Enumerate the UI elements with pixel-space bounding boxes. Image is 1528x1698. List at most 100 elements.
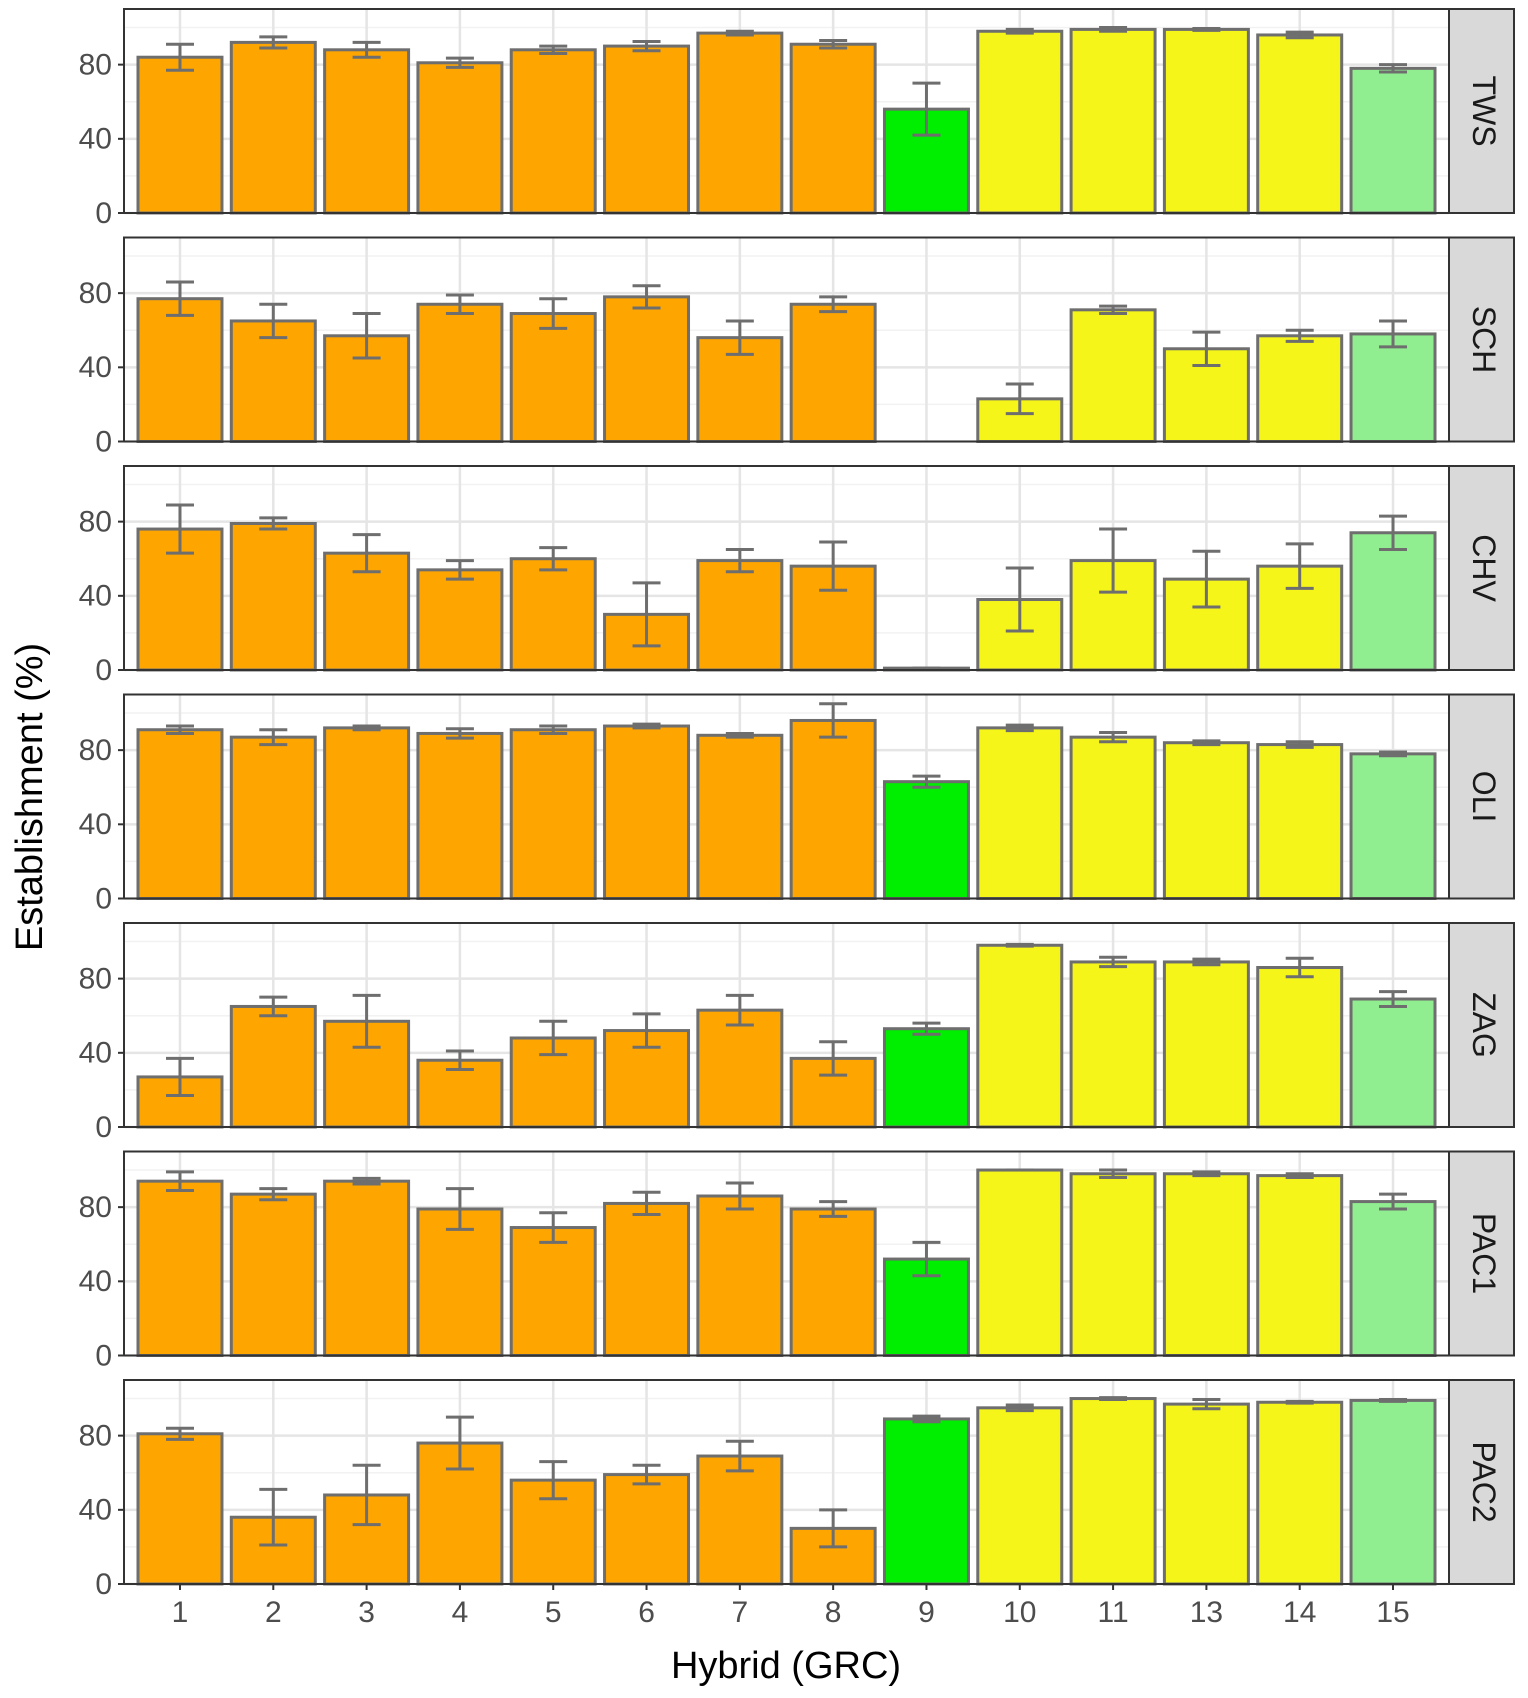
- y-tick-label: 80: [79, 963, 112, 996]
- error-bar-line: [352, 40, 381, 59]
- error-bar-line: [539, 44, 568, 56]
- bar: [1349, 531, 1437, 672]
- y-tick-label: 40: [79, 580, 112, 613]
- error-bar-line: [165, 724, 194, 735]
- error-bar: [1005, 1403, 1034, 1413]
- error-bar-line: [1379, 1192, 1408, 1211]
- bar: [696, 559, 784, 672]
- bar: [1162, 27, 1250, 215]
- error-bar: [165, 1170, 194, 1192]
- error-bar: [1285, 328, 1314, 343]
- x-tick-label: 8: [825, 1596, 842, 1629]
- error-bar: [1379, 319, 1408, 349]
- bar: [509, 312, 597, 444]
- error-bar-line: [165, 503, 194, 555]
- bar: [1162, 1402, 1250, 1586]
- y-tick-label: 0: [95, 654, 112, 687]
- bar: [1069, 27, 1157, 215]
- error-bar: [725, 1181, 754, 1211]
- error-bar-line: [539, 297, 568, 330]
- bar: [696, 1008, 784, 1129]
- x-tick-label: 7: [732, 1596, 749, 1629]
- error-bar-line: [1192, 957, 1221, 967]
- error-bar: [352, 724, 381, 732]
- error-bar-line: [819, 1200, 848, 1218]
- y-tick-label: 40: [79, 1265, 112, 1298]
- bar: [509, 48, 597, 215]
- error-bar: [1005, 723, 1034, 733]
- strip-label: CHV: [1466, 534, 1502, 602]
- error-bar: [1099, 731, 1128, 744]
- bar: [1256, 33, 1344, 215]
- bar: [1069, 735, 1157, 900]
- error-bar-line: [1099, 527, 1128, 594]
- bar: [1256, 966, 1344, 1129]
- error-bar: [1285, 1399, 1314, 1405]
- error-bar-line: [1379, 1397, 1408, 1403]
- bar: [229, 1192, 317, 1357]
- y-tick-label: 80: [79, 1420, 112, 1453]
- error-bar: [632, 284, 661, 310]
- x-tick-label: 9: [918, 1596, 935, 1629]
- y-tick-label: 40: [79, 808, 112, 841]
- error-bar-line: [352, 533, 381, 574]
- error-bar-line: [725, 1439, 754, 1473]
- error-bar-line: [725, 319, 754, 356]
- y-tick-label: 0: [95, 882, 112, 915]
- error-bar-line: [539, 1211, 568, 1244]
- error-bar: [725, 29, 754, 37]
- error-bar-line: [912, 81, 941, 137]
- error-bar: [819, 1040, 848, 1077]
- error-bar: [1099, 955, 1128, 969]
- bar: [1256, 334, 1344, 444]
- strip: [1448, 1379, 1515, 1585]
- bar: [882, 780, 970, 900]
- bar: [789, 42, 877, 215]
- error-bar-line: [1379, 990, 1408, 1008]
- error-bar-line: [1285, 542, 1314, 590]
- error-bar: [819, 1200, 848, 1218]
- error-bar-line: [259, 302, 288, 340]
- error-bar-line: [1379, 750, 1408, 758]
- error-bar-line: [632, 722, 661, 730]
- error-bar: [539, 1019, 568, 1057]
- error-bar-line: [445, 56, 474, 69]
- bar: [229, 521, 317, 672]
- error-bar: [1192, 330, 1221, 367]
- error-bar-line: [725, 1181, 754, 1211]
- error-bar: [819, 540, 848, 592]
- error-bar: [259, 1487, 288, 1547]
- error-bar-line: [445, 293, 474, 316]
- error-bar-line: [632, 581, 661, 648]
- bar: [789, 302, 877, 443]
- error-bar-line: [632, 284, 661, 310]
- bar: [1069, 1397, 1157, 1586]
- error-bar-line: [1192, 1170, 1221, 1178]
- error-bar: [1005, 382, 1034, 416]
- x-tick-label: 15: [1376, 1596, 1409, 1629]
- error-bar-line: [912, 774, 941, 789]
- error-bar-line: [259, 728, 288, 747]
- error-bar-line: [1192, 26, 1221, 32]
- x-tick-label: 2: [265, 1596, 282, 1629]
- error-bar: [445, 293, 474, 316]
- strip: [1448, 465, 1515, 671]
- strip: [1448, 693, 1515, 900]
- panel-background: [124, 694, 1449, 899]
- error-bar: [1285, 956, 1314, 979]
- error-bar-line: [632, 1463, 661, 1486]
- bar: [1256, 743, 1344, 901]
- bar: [1349, 332, 1437, 444]
- error-bar-line: [819, 702, 848, 739]
- error-bar-line: [632, 1012, 661, 1049]
- bar: [136, 1179, 224, 1357]
- error-bar: [912, 774, 941, 789]
- error-bar-line: [1285, 740, 1314, 749]
- error-bar: [725, 993, 754, 1027]
- error-bar: [539, 1460, 568, 1501]
- y-axis-title: Establishment (%): [9, 643, 51, 951]
- error-bar: [1379, 1397, 1408, 1403]
- error-bar: [912, 1021, 941, 1036]
- y-tick-label: 80: [79, 506, 112, 539]
- x-tick-label: 6: [638, 1596, 655, 1629]
